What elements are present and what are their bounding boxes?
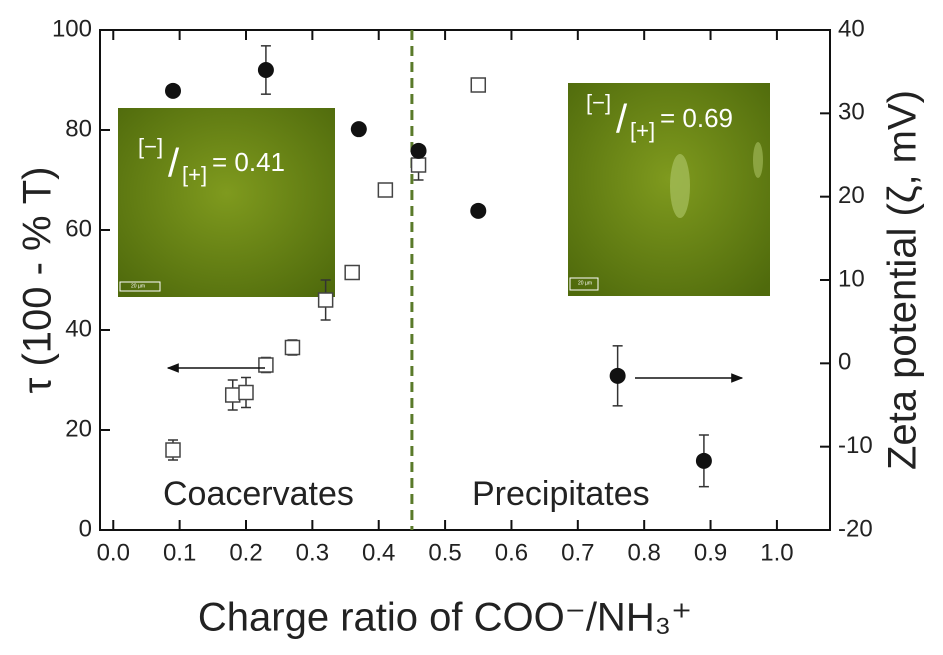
- point: [165, 82, 181, 99]
- point: [410, 157, 427, 173]
- data: [165, 45, 712, 488]
- inset-slash: /: [616, 98, 628, 142]
- x-tick-label: 0.4: [362, 539, 395, 566]
- micrograph: [118, 108, 335, 297]
- scale-label: 20 µm: [131, 283, 145, 289]
- inset-numerator: [−]: [138, 134, 163, 159]
- point: [350, 121, 367, 138]
- y2-tick-label: 10: [838, 265, 865, 292]
- y2-tick-label: 20: [838, 182, 865, 209]
- point: [284, 339, 301, 356]
- y2-tick-label: 30: [838, 99, 865, 126]
- point: [410, 142, 427, 159]
- x-tick-label: 1.0: [760, 539, 793, 566]
- x-axis-title: Charge ratio of COO⁻/NH₃⁺: [198, 596, 692, 640]
- y2-tick-label: -20: [838, 515, 873, 542]
- annotation: Coacervates: [163, 475, 354, 513]
- point: [470, 202, 487, 219]
- point: [257, 62, 274, 78]
- particle: [753, 142, 763, 178]
- x-tick-label: 0.1: [163, 539, 196, 566]
- point: [238, 384, 254, 401]
- scale-label: 20 µm: [578, 280, 592, 286]
- y-tick-label: 0: [79, 515, 92, 542]
- x-tick-label: 0.0: [97, 539, 130, 566]
- x-tick-label: 0.6: [495, 539, 528, 566]
- particle: [670, 154, 690, 218]
- scale-bar: [119, 281, 161, 292]
- point: [609, 367, 626, 384]
- inset-right: [−] / [+] = 0.69 20 µm: [568, 83, 770, 296]
- inset-value: = 0.41: [212, 147, 285, 177]
- ticks: 0.0 0.1 0.2 0.3 0.4 0.5 0.6 0.7 0.8 0.9 1.0 0 20 40 60…: [52, 15, 873, 566]
- inset-denominator: [+]: [182, 162, 207, 187]
- point: [224, 387, 241, 403]
- x-tick-label: 0.9: [694, 539, 727, 566]
- y-tick-label: 40: [65, 315, 92, 342]
- inset-value: = 0.69: [660, 103, 733, 133]
- point: [344, 264, 360, 281]
- point: [377, 182, 394, 198]
- x-tick-label: 0.2: [229, 539, 262, 566]
- scale-bar: [569, 277, 599, 291]
- x-tick-label: 0.7: [561, 539, 594, 566]
- y2-tick-label: 0: [838, 349, 851, 376]
- y-tick-label: 100: [52, 15, 92, 42]
- point: [470, 77, 487, 93]
- y2-tick-label: 40: [838, 15, 865, 42]
- point: [317, 292, 334, 308]
- y-tick-label: 80: [65, 115, 92, 142]
- inset-denominator: [+]: [630, 118, 655, 143]
- y-tick-label: 20: [65, 415, 92, 442]
- inset-numerator: [−]: [586, 90, 611, 115]
- point: [165, 442, 181, 458]
- y2-tick-label: -10: [838, 432, 873, 459]
- x-tick-label: 0.3: [296, 539, 329, 566]
- y-tick-label: 60: [65, 215, 92, 242]
- inset-left: [−] / [+] = 0.41 20 µm: [118, 108, 335, 297]
- x-tick-label: 0.5: [428, 539, 461, 566]
- y2-axis-title: Zeta potential (ζ, mV): [881, 90, 925, 470]
- inset-slash: /: [168, 142, 180, 186]
- point: [695, 452, 712, 469]
- micrograph: [568, 83, 770, 296]
- y-axis-title: τ (100 - % T): [16, 167, 60, 394]
- annotation: Precipitates: [472, 475, 650, 513]
- x-tick-label: 0.8: [627, 539, 660, 566]
- point: [258, 357, 274, 373]
